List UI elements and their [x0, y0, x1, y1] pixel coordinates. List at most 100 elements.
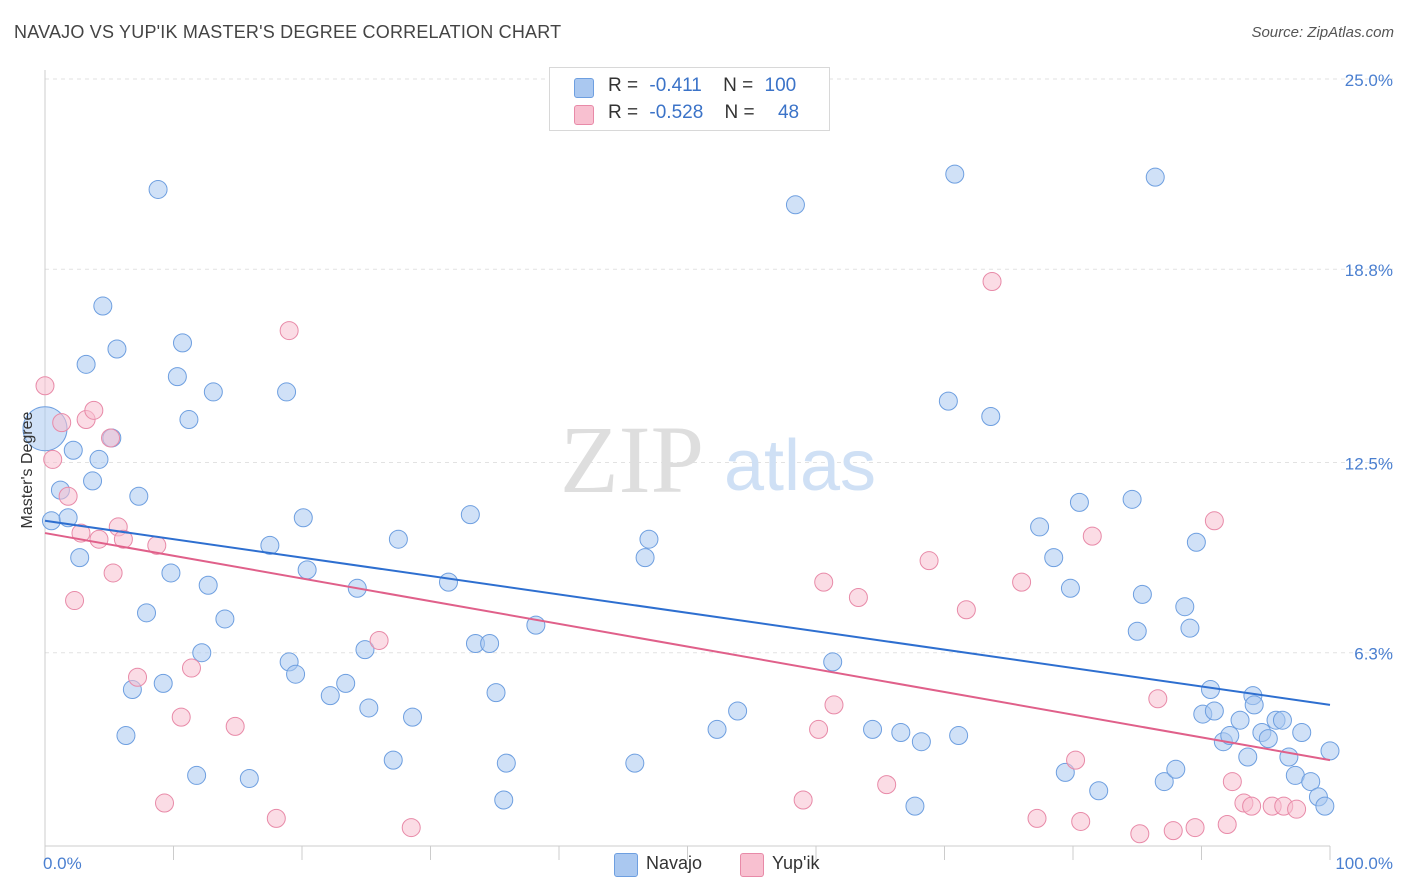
bottom-legend-label-navajo: Navajo [646, 853, 703, 873]
navajo-point [58, 508, 78, 528]
navajo-point [1060, 578, 1080, 598]
bottom-legend-swatch-navajo [614, 853, 638, 877]
navajo-point [1044, 548, 1064, 568]
navajo-point [383, 750, 403, 770]
source-label: Source: ZipAtlas.com [1251, 24, 1394, 41]
yupik-point [65, 591, 85, 611]
navajo-point [83, 471, 103, 491]
legend-n-label: N = [723, 75, 754, 96]
yupik-point [171, 707, 191, 727]
tick-labels: 6.3% 12.5% 18.8% 25.0% 0.0% 100.0% [43, 71, 1393, 873]
navajo-point [148, 179, 168, 199]
navajo-point [1230, 710, 1250, 730]
navajo-point [297, 560, 317, 580]
navajo-point [161, 563, 181, 583]
yupik-point [401, 818, 421, 838]
navajo-point [293, 508, 313, 528]
yupik-point [181, 658, 201, 678]
navajo-point [1069, 492, 1089, 512]
watermark-atlas: atlas [724, 426, 876, 506]
bottom-legend-label-yupik: Yup'ik [772, 853, 820, 873]
yupik-point [1204, 511, 1224, 531]
data-points [22, 164, 1340, 844]
y-tick-label: 25.0% [1345, 71, 1393, 90]
navajo-point [728, 701, 748, 721]
navajo-point [486, 683, 506, 703]
navajo-point [1220, 726, 1240, 746]
navajo-point [70, 548, 90, 568]
navajo-point [153, 673, 173, 693]
navajo-point [89, 449, 109, 469]
yupik-point [89, 529, 109, 549]
yupik-point [1071, 811, 1091, 831]
yupik-point [1148, 689, 1168, 709]
navajo-point [1089, 781, 1109, 801]
navajo-point [707, 719, 727, 739]
yupik-point [1242, 796, 1262, 816]
navajo-point [359, 698, 379, 718]
legend-r-label: R = [608, 102, 639, 123]
navajo-point [107, 339, 127, 359]
yupik-point [824, 695, 844, 715]
navajo-point [1030, 517, 1050, 537]
yupik-point [43, 449, 63, 469]
navajo-point [891, 722, 911, 742]
legend-r-value: -0.411 [649, 75, 702, 96]
yupik-point [1027, 808, 1047, 828]
y-tick-label: 18.8% [1345, 261, 1393, 280]
legend-text-navajo: R = -0.411 N = 100 [608, 75, 796, 97]
navajo-point [1204, 701, 1224, 721]
legend-n-value: 48 [777, 102, 800, 123]
navajo-point [320, 686, 340, 706]
yupik-point [58, 486, 78, 506]
navajo-point [277, 382, 297, 402]
yupik-point [266, 808, 286, 828]
navajo-point [203, 382, 223, 402]
navajo-point [480, 634, 500, 654]
navajo-point [1166, 759, 1186, 779]
navajo-point [172, 333, 192, 353]
navajo-point [1145, 167, 1165, 187]
yupik-trend-line [44, 532, 1331, 762]
navajo-point [355, 640, 375, 660]
yupik-point [793, 790, 813, 810]
navajo-point [1320, 741, 1340, 761]
y-axis-label: Master's Degree [19, 411, 36, 528]
navajo-point [336, 673, 356, 693]
navajo-point [1258, 729, 1278, 749]
yupik-point [919, 551, 939, 571]
navajo-point [76, 354, 96, 374]
legend-n-value: 100 [764, 75, 797, 96]
legend-r-label: R = [608, 75, 639, 96]
yupik-point [1185, 818, 1205, 838]
navajo-point [460, 505, 480, 525]
navajo-point [1180, 618, 1200, 638]
yupik-point [369, 630, 389, 650]
navajo-point [1244, 695, 1264, 715]
legend-r-value: -0.528 [649, 102, 704, 123]
yupik-point [1082, 526, 1102, 546]
navajo-point [1055, 762, 1075, 782]
legend-n-label: N = [724, 102, 755, 123]
navajo-point [938, 391, 958, 411]
navajo-point [635, 548, 655, 568]
navajo-point [949, 726, 969, 746]
bottom-legend-swatch-yupik [740, 853, 764, 877]
navajo-point [167, 367, 187, 387]
navajo-point [198, 575, 218, 595]
yupik-point [956, 600, 976, 620]
yupik-point [35, 376, 55, 396]
legend: R = -0.411 N = 100 R = -0.528 N = 48 [549, 67, 830, 131]
navajo-point [945, 164, 965, 184]
navajo-point [1154, 772, 1174, 792]
yupik-point [1066, 750, 1086, 770]
yupik-point [982, 271, 1002, 291]
navajo-point [494, 790, 514, 810]
navajo-point [1132, 584, 1152, 604]
navajo-point [187, 765, 207, 785]
y-tick-label: 6.3% [1354, 645, 1393, 664]
legend-swatch-navajo [574, 78, 594, 98]
yupik-point [1163, 821, 1183, 841]
navajo-point [1238, 747, 1258, 767]
